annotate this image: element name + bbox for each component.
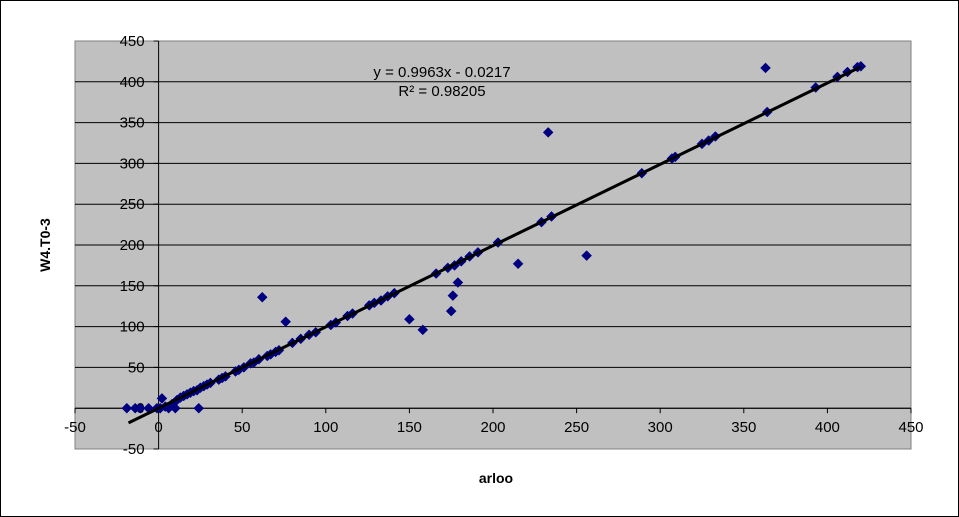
trendline	[127, 65, 862, 425]
x-tick-label: 200	[480, 419, 505, 436]
y-tick-label: -50	[123, 441, 145, 458]
y-tick-label: 100	[120, 319, 145, 336]
y-axis-title: W4.T0-3	[37, 218, 53, 272]
data-point	[542, 127, 554, 138]
trendline-equation: y = 0.9963x - 0.0217	[373, 64, 510, 81]
data-point	[417, 324, 429, 336]
data-point	[134, 402, 146, 414]
x-tick-labels: -50 0 50 100 150 200 250 300 350 400 450	[64, 419, 923, 436]
x-tick-label: 0	[154, 419, 162, 436]
y-tick-label: 450	[120, 33, 145, 50]
axes	[74, 40, 912, 450]
y-tick-label: 50	[128, 359, 145, 376]
x-tick-label: -50	[64, 419, 86, 436]
x-tick-label: 50	[234, 419, 251, 436]
x-tick-label: 150	[397, 419, 422, 436]
x-tick-label: 250	[564, 419, 589, 436]
y-tick-label: 150	[120, 278, 145, 295]
data-point	[581, 250, 592, 261]
trendline-r2: R² = 0.98205	[398, 83, 485, 100]
y-tick-label: 400	[120, 74, 145, 91]
data-point	[445, 305, 457, 317]
x-tick-label: 300	[648, 419, 673, 436]
data-point	[404, 313, 415, 325]
y-tick-label: 250	[120, 196, 145, 213]
x-tick-label: 400	[815, 419, 840, 436]
x-tick-label: 100	[313, 419, 338, 436]
y-tick-label: 300	[120, 155, 145, 172]
data-point	[256, 291, 268, 303]
x-tick-label: 450	[898, 419, 923, 436]
y-tick-label: 350	[120, 115, 145, 132]
x-tick-label: 350	[731, 419, 756, 436]
data-point	[452, 277, 464, 288]
data-point	[121, 402, 133, 414]
data-point	[280, 316, 292, 328]
gridlines	[75, 81, 911, 409]
data-point	[156, 393, 168, 404]
data-point	[447, 290, 459, 301]
y-tick-label: 200	[120, 237, 145, 254]
data-point	[169, 402, 181, 414]
data-point	[512, 258, 524, 270]
data-point	[760, 62, 771, 74]
data-point	[193, 402, 205, 414]
x-axis-title: arloo	[479, 470, 513, 486]
